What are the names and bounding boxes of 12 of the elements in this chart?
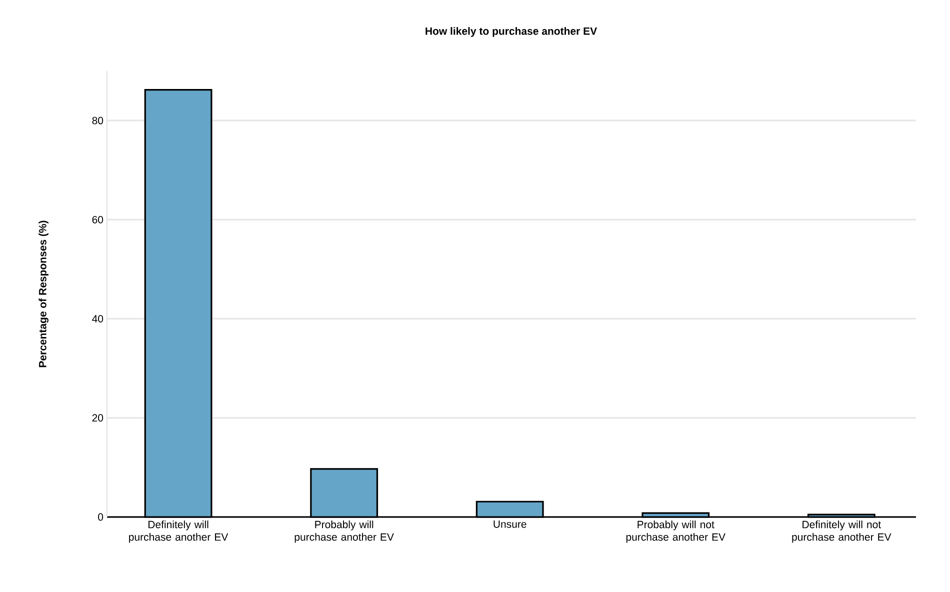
chart-title: How likely to purchase another EV [426, 27, 598, 37]
y-tick-label: 20 [92, 414, 104, 422]
x-tick-label: Unsure [494, 520, 526, 528]
x-tick-label: Probably will not purchase another EV [626, 520, 726, 543]
y-tick-label: 0 [98, 513, 104, 521]
x-tick-label: Definitely will not purchase another EV [792, 520, 892, 543]
x-tick-label: Definitely will purchase another EV [129, 520, 228, 543]
y-tick-label: 60 [92, 216, 104, 224]
y-tick-label: 80 [92, 116, 104, 124]
x-tick-label: Probably will purchase another EV [294, 520, 394, 543]
y-axis-title: Percentage of Responses (%) [38, 220, 48, 368]
y-tick-label: 40 [92, 315, 104, 322]
